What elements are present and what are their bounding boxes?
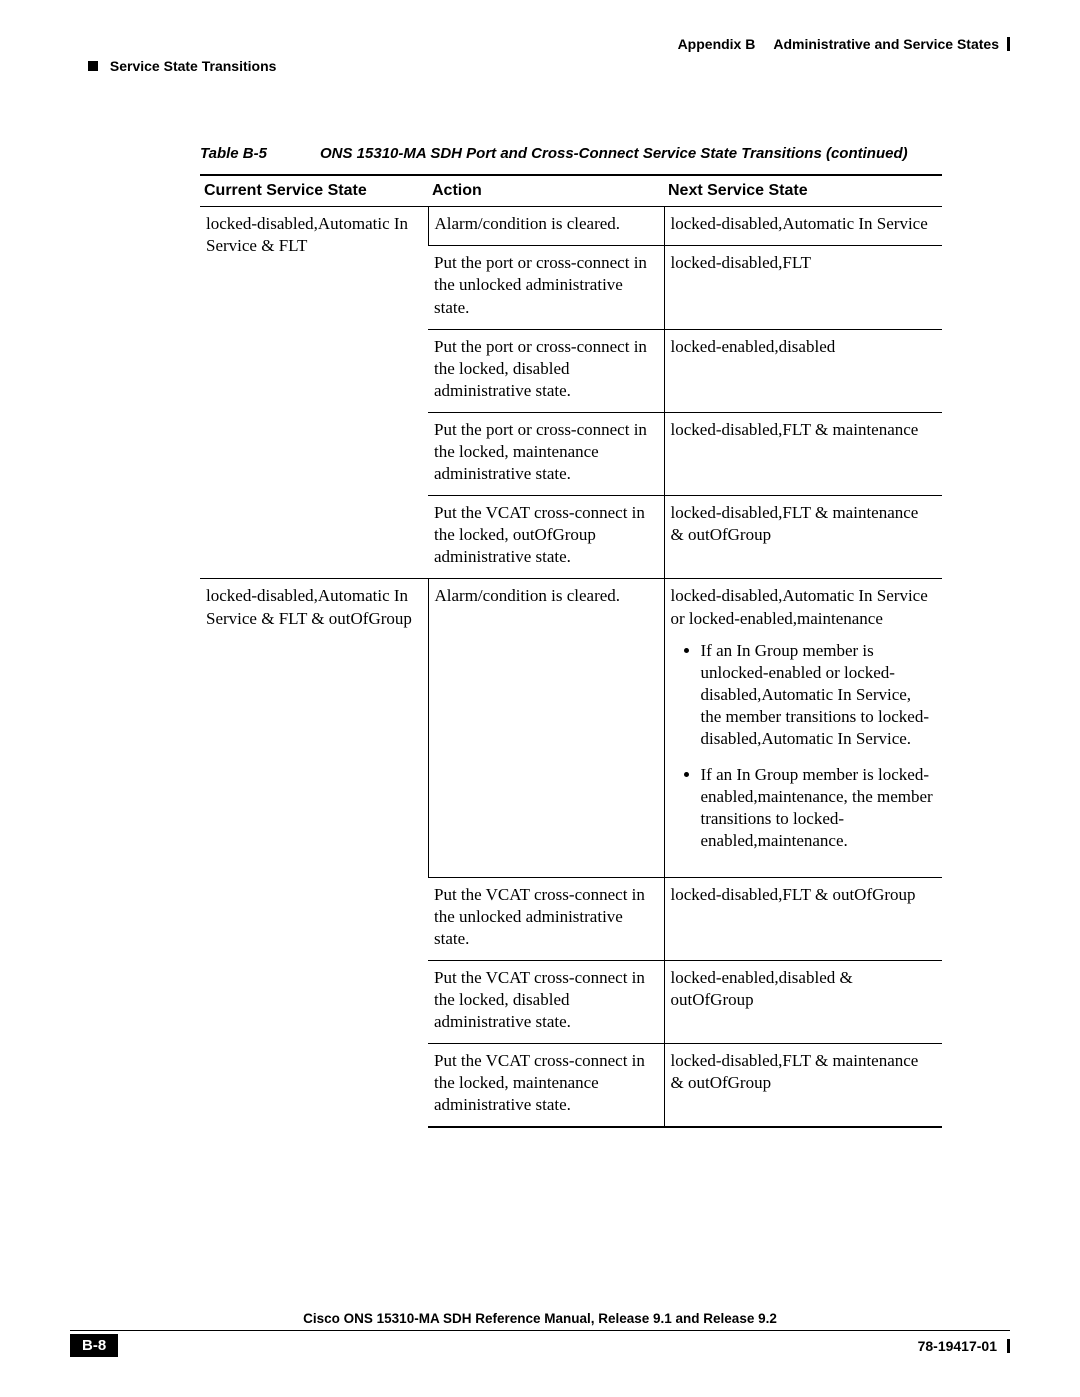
current-state-cell: locked-disabled,Automatic In Service & F… xyxy=(200,207,428,579)
action-cell: Alarm/condition is cleared. xyxy=(428,207,664,246)
table-row: locked-disabled,Automatic In Service & F… xyxy=(200,207,942,246)
table-caption: Table B-5 ONS 15310-MA SDH Port and Cros… xyxy=(200,144,1010,164)
next-state-cell: locked-enabled,disabled & outOfGroup xyxy=(664,960,942,1043)
caption-title: ONS 15310-MA SDH Port and Cross-Connect … xyxy=(320,144,1010,164)
header-right: Appendix B Administrative and Service St… xyxy=(678,36,1010,52)
caption-label: Table B-5 xyxy=(200,144,320,164)
col-next-state: Next Service State xyxy=(664,175,942,207)
appendix-label: Appendix B xyxy=(678,36,756,52)
current-state-cell: locked-disabled,Automatic In Service & F… xyxy=(200,579,428,1127)
next-state-cell: locked-disabled,FLT xyxy=(664,246,942,329)
section-title: Service State Transitions xyxy=(110,58,277,74)
doc-id-text: 78-19417-01 xyxy=(918,1338,997,1354)
footer-bar-icon xyxy=(1007,1339,1010,1353)
next-state-intro: locked-disabled,Automatic In Service or … xyxy=(671,585,935,629)
appendix-title: Administrative and Service States xyxy=(773,36,999,52)
action-cell: Put the port or cross-connect in the unl… xyxy=(428,246,664,329)
action-cell: Put the port or cross-connect in the loc… xyxy=(428,412,664,495)
doc-id: 78-19417-01 xyxy=(918,1338,1010,1354)
list-item: If an In Group member is locked-enabled,… xyxy=(701,764,935,852)
next-state-cell: locked-disabled,FLT & maintenance & outO… xyxy=(664,1044,942,1128)
col-action: Action xyxy=(428,175,664,207)
col-current-state: Current Service State xyxy=(200,175,428,207)
next-state-cell: locked-disabled,FLT & maintenance & outO… xyxy=(664,496,942,579)
running-header: Appendix B Administrative and Service St… xyxy=(70,36,1010,52)
page-footer: Cisco ONS 15310-MA SDH Reference Manual,… xyxy=(70,1311,1010,1357)
action-cell: Put the VCAT cross-connect in the locked… xyxy=(428,960,664,1043)
footer-rule xyxy=(70,1330,1010,1331)
square-bullet-icon xyxy=(88,61,98,71)
action-cell: Put the VCAT cross-connect in the locked… xyxy=(428,1044,664,1128)
action-cell: Put the port or cross-connect in the loc… xyxy=(428,329,664,412)
next-state-cell: locked-disabled,Automatic In Service xyxy=(664,207,942,246)
list-item: If an In Group member is unlocked-enable… xyxy=(701,640,935,750)
page-number-badge: B-8 xyxy=(70,1334,118,1357)
next-state-cell: locked-disabled,FLT & maintenance xyxy=(664,412,942,495)
table-header-row: Current Service State Action Next Servic… xyxy=(200,175,942,207)
action-cell: Put the VCAT cross-connect in the unlock… xyxy=(428,877,664,960)
header-bar-icon xyxy=(1007,37,1010,51)
next-state-cell: locked-enabled,disabled xyxy=(664,329,942,412)
state-transition-table: Current Service State Action Next Servic… xyxy=(200,174,942,1128)
next-state-cell: locked-disabled,FLT & outOfGroup xyxy=(664,877,942,960)
footer-doc-title: Cisco ONS 15310-MA SDH Reference Manual,… xyxy=(70,1311,1010,1330)
next-state-notes: If an In Group member is unlocked-enable… xyxy=(671,640,935,853)
header-section: Service State Transitions xyxy=(88,58,1010,74)
next-state-cell: locked-disabled,Automatic In Service or … xyxy=(664,579,942,877)
table-row: locked-disabled,Automatic In Service & F… xyxy=(200,579,942,877)
action-cell: Alarm/condition is cleared. xyxy=(428,579,664,877)
action-cell: Put the VCAT cross-connect in the locked… xyxy=(428,496,664,579)
